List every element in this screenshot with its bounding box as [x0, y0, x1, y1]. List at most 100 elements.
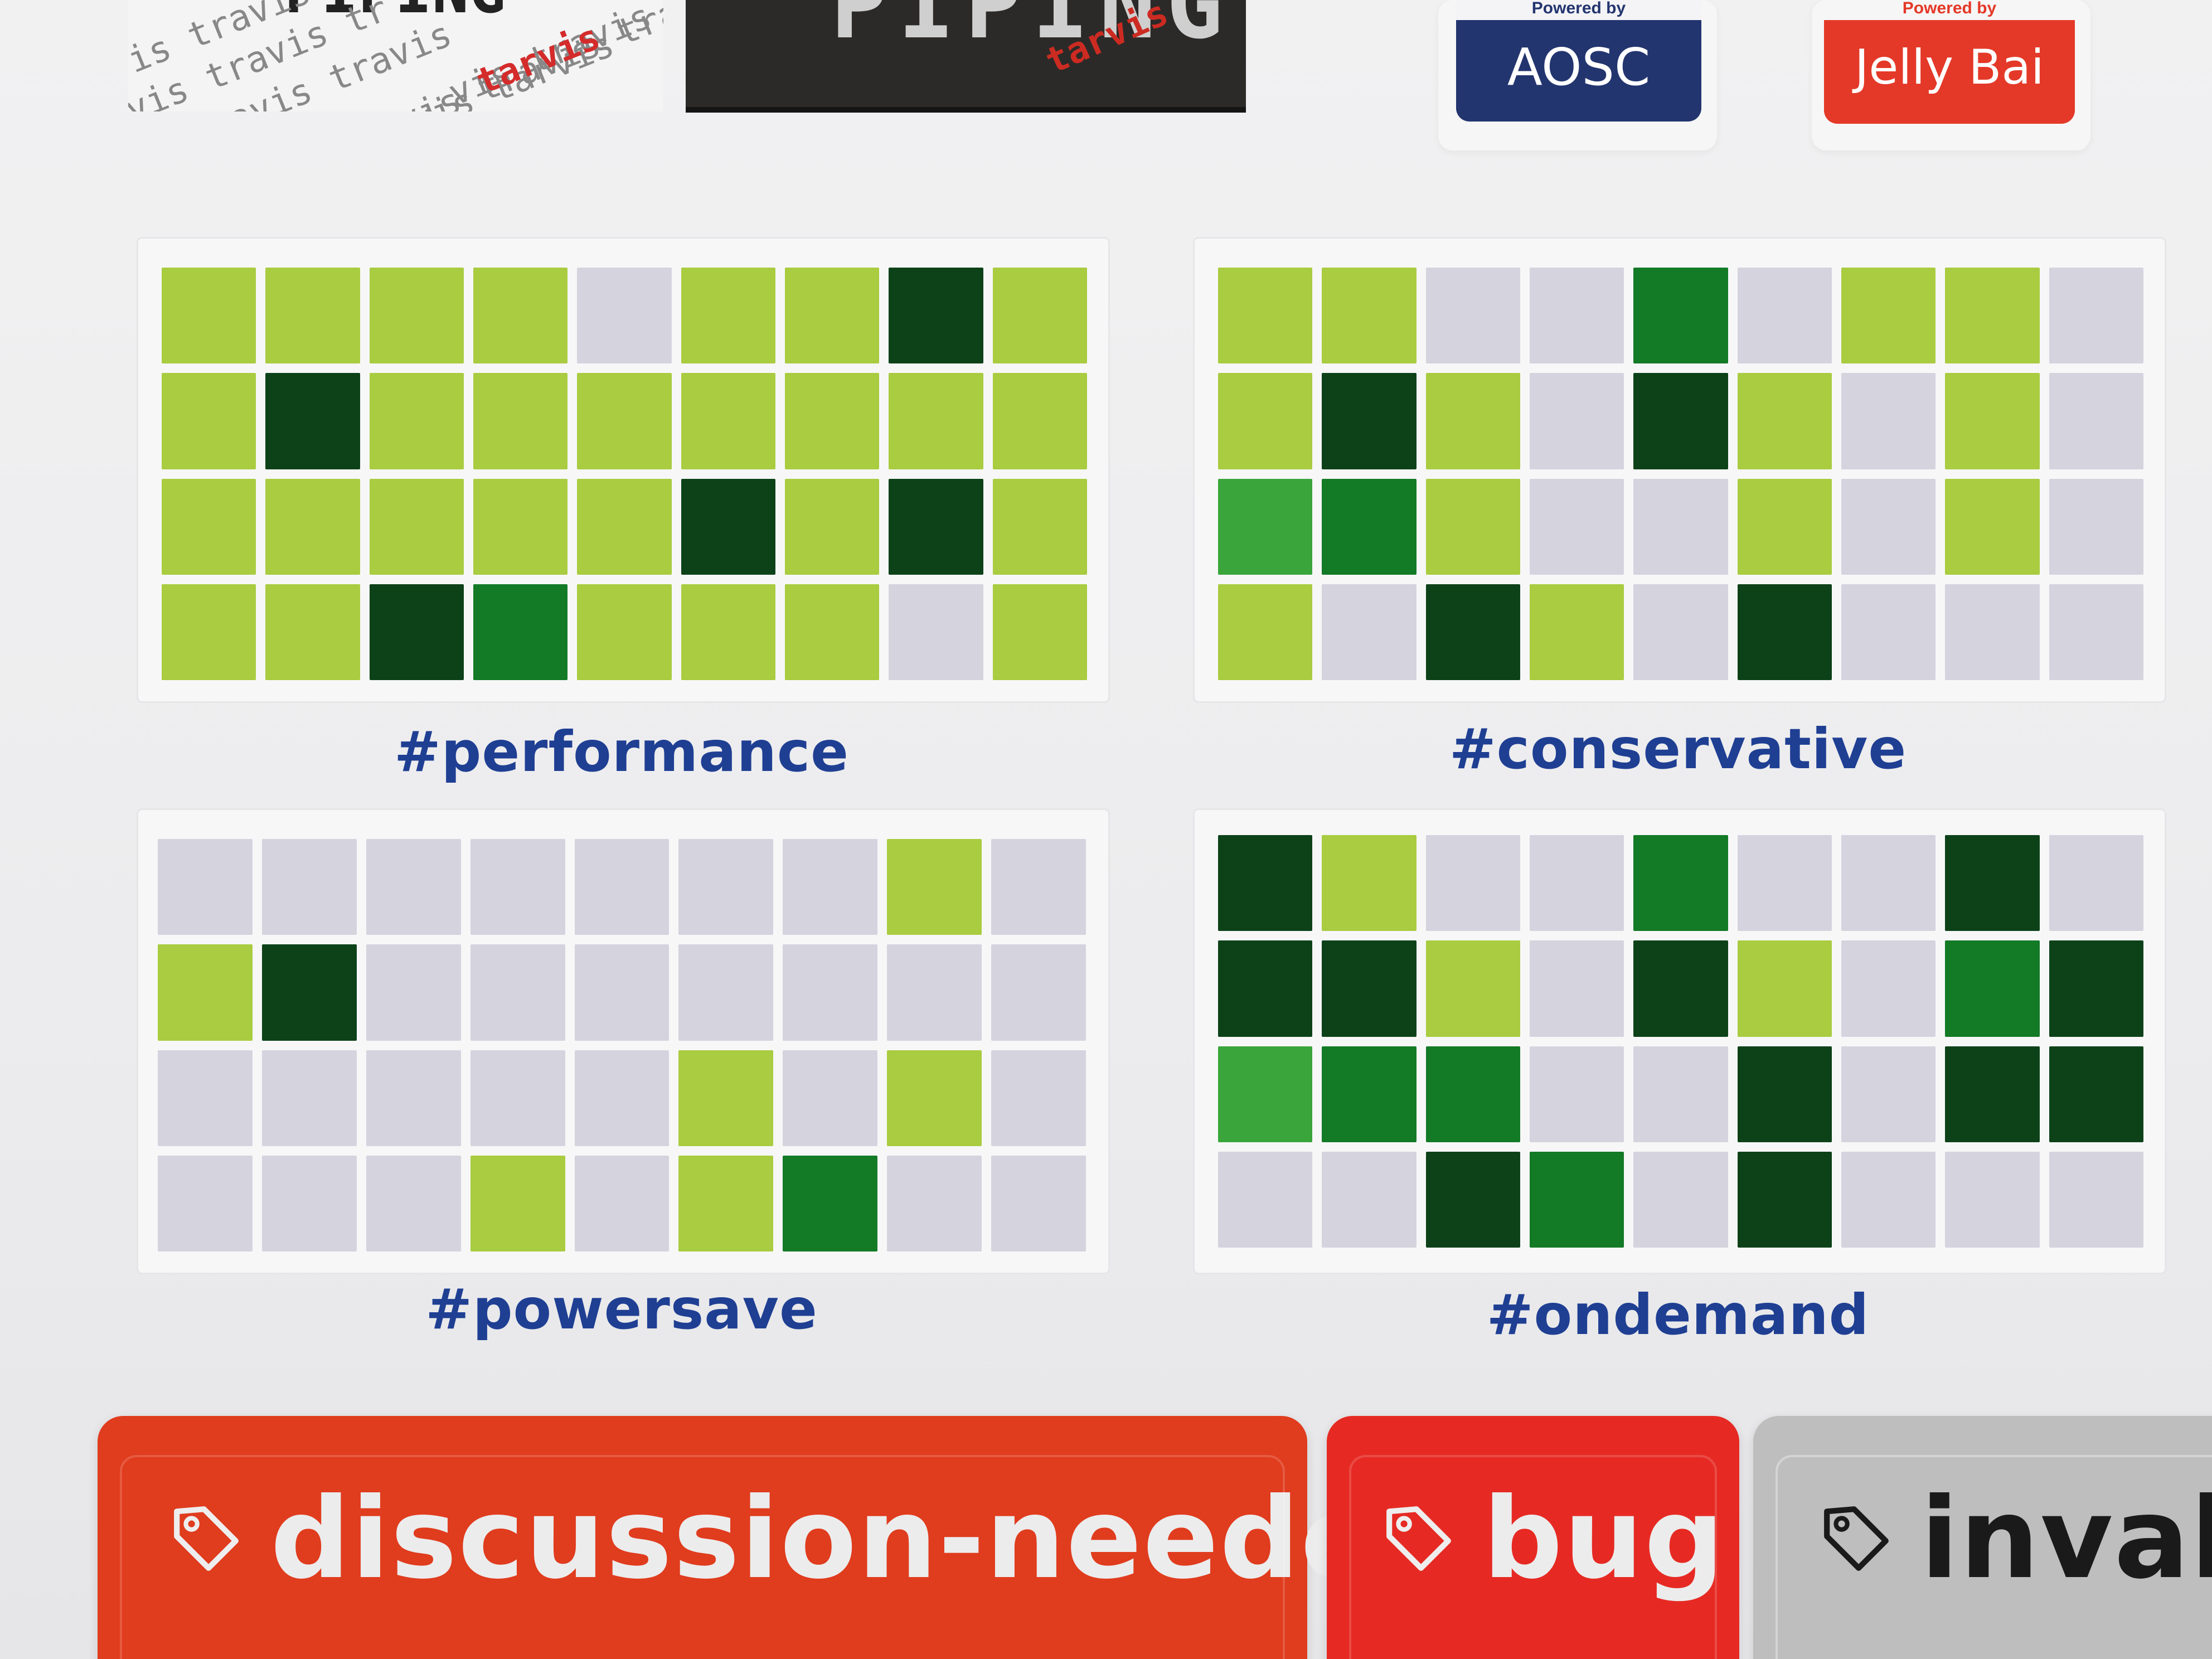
heatmap-cell	[678, 1050, 774, 1146]
heatmap-cell	[158, 1155, 253, 1251]
heatmap-cell	[1529, 268, 1624, 364]
heatmap-cell	[992, 478, 1087, 575]
label-text: discussion-needed	[270, 1473, 1458, 1604]
tag-link-ondemand[interactable]: #ondemand	[1486, 1282, 1870, 1347]
heatmap-cell	[992, 268, 1087, 364]
heatmap-cell	[470, 944, 565, 1041]
jelly-bai-badge: Powered by Jelly Bai	[1824, 0, 2075, 124]
tag-link-powersave[interactable]: #powersave	[425, 1277, 818, 1342]
heatmap-cell	[577, 373, 672, 469]
heatmap-cell	[1841, 1151, 1936, 1248]
heatmap-card-ondemand[interactable]	[1193, 808, 2166, 1274]
heatmap-cell	[577, 268, 672, 364]
heatmap-cell	[1945, 940, 2040, 1037]
jelly-bai-badge-card[interactable]: Powered by Jelly Bai	[1812, 0, 2090, 151]
heatmap-cell	[1737, 835, 1832, 932]
heatmap-cell	[678, 839, 774, 935]
heatmap-cell	[369, 373, 464, 469]
heatmap-cell	[369, 268, 464, 364]
heatmap-cell	[1322, 1151, 1417, 1248]
heatmap-cell	[1218, 1151, 1313, 1248]
heatmap-cell	[784, 584, 880, 680]
heatmap-cell	[574, 839, 670, 935]
heatmap-cell	[1322, 1046, 1417, 1142]
heatmap-cell	[1218, 268, 1313, 364]
aosc-badge-card[interactable]: Powered by AOSC	[1438, 0, 1717, 151]
heatmap-cell	[265, 268, 360, 364]
heatmap-cell	[2049, 584, 2143, 680]
heatmap-cell	[369, 478, 464, 575]
heatmap-cell	[1529, 940, 1624, 1037]
travis-heading-fragment: PIPING	[284, 0, 506, 27]
heatmap-cell	[162, 373, 256, 469]
heatmap-cell	[889, 478, 983, 575]
heatmap-cell	[261, 944, 357, 1041]
heatmap-cell	[574, 944, 670, 1041]
heatmap-cell	[162, 584, 256, 680]
heatmap-cell	[261, 1155, 357, 1251]
tag-icon	[174, 1506, 239, 1571]
heatmap-card-conservative[interactable]	[1193, 237, 2166, 703]
heatmap-cell	[470, 839, 565, 935]
heatmap-cell	[1633, 1151, 1728, 1248]
heatmap-cell	[889, 373, 983, 469]
heatmap-cell	[1529, 478, 1624, 575]
heatmap-cell	[783, 944, 878, 1041]
heatmap-cell	[1841, 835, 1936, 932]
heatmap-cell	[366, 839, 461, 935]
tag-icon	[1824, 1506, 1889, 1571]
heatmap-cell	[574, 1050, 670, 1146]
heatmap-cell	[265, 478, 360, 575]
heatmap-cell	[577, 584, 672, 680]
heatmap-cell	[1529, 835, 1624, 932]
heatmap-cell	[2049, 373, 2143, 469]
heatmap-cell	[1322, 940, 1417, 1037]
heatmap-cell	[1425, 940, 1520, 1037]
aosc-badge: Powered by AOSC	[1456, 0, 1701, 122]
heatmap-cell	[2049, 478, 2143, 575]
heatmap-cell	[1425, 584, 1520, 680]
heatmap-cell	[1425, 1151, 1520, 1248]
label-invalid[interactable]: invalid	[1753, 1416, 2212, 1659]
heatmap-cell	[470, 1050, 565, 1146]
heatmap-cell	[783, 1050, 878, 1146]
label-inner-border	[120, 1455, 1285, 1659]
heatmap-cell	[784, 373, 880, 469]
heatmap-cell	[1218, 940, 1313, 1037]
heatmap-cell	[1633, 373, 1728, 469]
tag-link-conservative[interactable]: #conservative	[1449, 716, 1907, 782]
heatmap-cell	[783, 839, 878, 935]
heatmap-grid	[1218, 835, 2143, 1248]
tag-link-performance[interactable]: #performance	[394, 719, 849, 784]
heatmap-card-performance[interactable]	[137, 237, 1110, 703]
heatmap-cell	[784, 478, 880, 575]
label-bug[interactable]: bug	[1327, 1416, 1739, 1659]
heatmap-cell	[162, 268, 256, 364]
heatmap-cell	[887, 944, 982, 1041]
heatmap-cell	[1218, 1046, 1313, 1142]
heatmap-cell	[1945, 1151, 2040, 1248]
heatmap-cell	[681, 268, 775, 364]
label-text: invalid	[1920, 1473, 2212, 1604]
heatmap-cell	[887, 839, 982, 935]
heatmap-cell	[681, 584, 775, 680]
heatmap-cell	[574, 1155, 670, 1251]
heatmap-cell	[1218, 584, 1313, 680]
heatmap-cell	[473, 584, 568, 680]
powered-by-text: Powered by	[1824, 0, 2075, 20]
heatmap-card-powersave[interactable]	[137, 808, 1110, 1274]
heatmap-cell	[991, 1155, 1086, 1251]
heatmap-cell	[783, 1155, 878, 1251]
heatmap-cell	[678, 944, 774, 1041]
heatmap-cell	[162, 478, 256, 575]
label-discussion-needed[interactable]: discussion-needed	[98, 1416, 1457, 1659]
heatmap-cell	[473, 478, 568, 575]
heatmap-cell	[1322, 373, 1417, 469]
heatmap-cell	[1425, 835, 1520, 932]
heatmap-cell	[1633, 478, 1728, 575]
heatmap-cell	[158, 1050, 253, 1146]
heatmap-cell	[2049, 835, 2143, 932]
heatmap-cell	[366, 1050, 461, 1146]
heatmap-cell	[1841, 478, 1936, 575]
